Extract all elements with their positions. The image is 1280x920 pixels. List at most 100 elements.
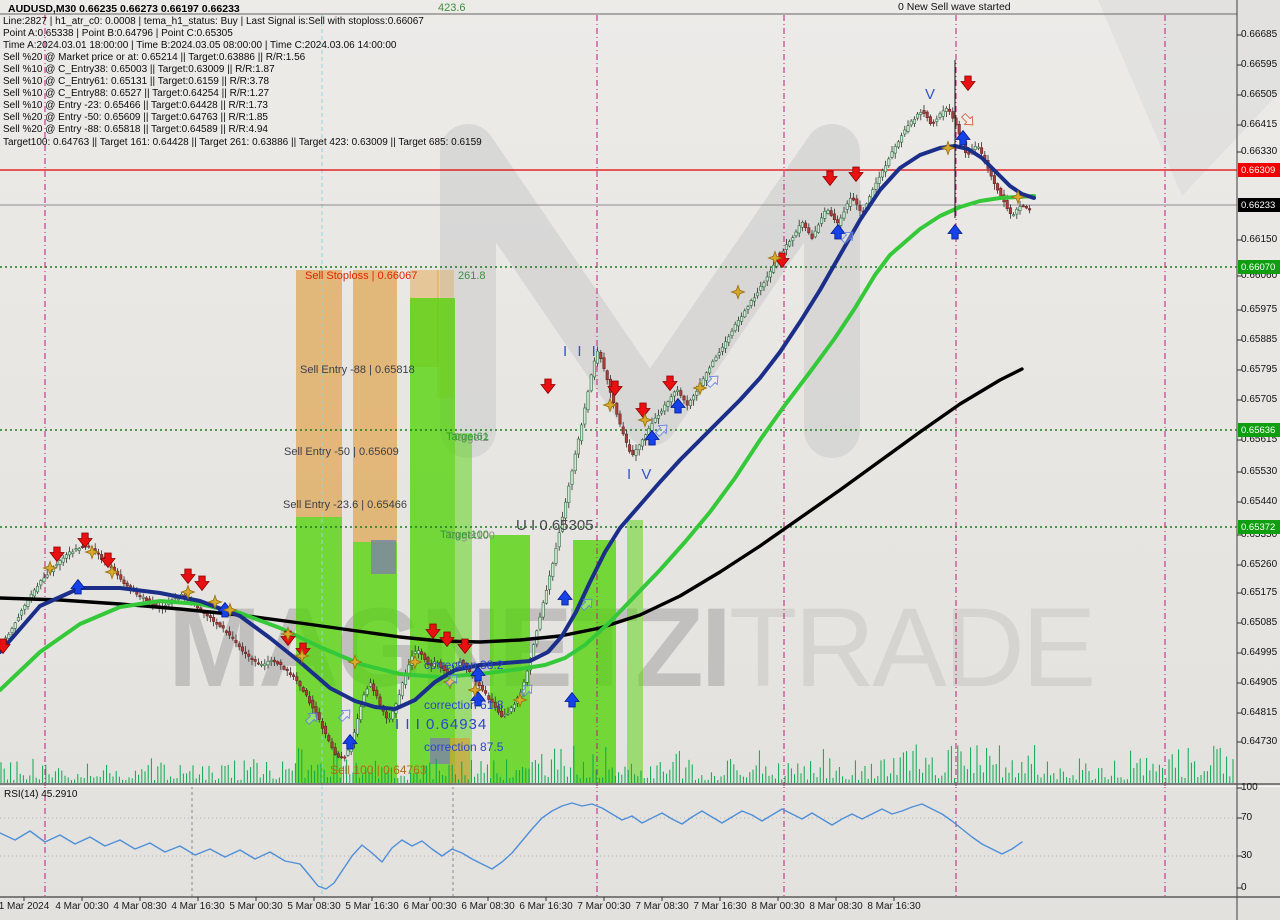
candle-body	[906, 125, 910, 132]
candle-body	[442, 665, 446, 671]
candle-body	[784, 244, 788, 250]
axis-price-label: 0.66330	[1241, 146, 1278, 157]
candle-body	[308, 696, 312, 704]
axis-time-label: 5 Mar 16:30	[345, 901, 399, 912]
hollow-up-arrow-icon	[520, 684, 533, 697]
axis-price-label: 0.65530	[1241, 466, 1278, 477]
price-axis[interactable]: 0.66685 0.66595 0.66505 0.66415 0.66330 0.661…	[1238, 0, 1280, 920]
sell-signal-arrow-icon	[49, 546, 65, 563]
candle-body	[634, 449, 638, 456]
candle-body	[884, 165, 888, 173]
candle-body	[810, 233, 814, 239]
watermark-light-text: TRADE	[728, 585, 1097, 710]
candle-body	[944, 107, 948, 112]
star-marker-icon	[730, 284, 746, 300]
candle-body	[144, 597, 148, 602]
candle-body	[688, 399, 692, 406]
candle-body	[436, 662, 440, 665]
candle-body	[826, 210, 830, 214]
candle-body	[282, 666, 286, 670]
candle-body	[490, 698, 494, 703]
candle-body	[269, 660, 273, 662]
candle-body	[580, 424, 584, 442]
candle-body	[813, 230, 817, 238]
candle-body	[496, 705, 500, 713]
axis-price-label: 0.65085	[1241, 617, 1278, 628]
candle-body	[717, 352, 721, 356]
candle-body	[122, 579, 126, 584]
axis-time-label: 7 Mar 08:30	[635, 901, 689, 912]
sell-signal-arrow-icon	[194, 575, 210, 592]
entry-zone	[410, 298, 455, 783]
candle-body	[628, 444, 632, 452]
candle-body	[311, 699, 315, 709]
candle-body	[708, 367, 712, 374]
candle-body	[416, 650, 420, 654]
candle-body	[576, 438, 580, 455]
candle-body	[903, 129, 907, 135]
hollow-down-arrow-icon	[961, 113, 974, 126]
hollow-up-arrow-icon	[445, 674, 458, 687]
candle-body	[794, 231, 798, 237]
candle-body	[68, 551, 72, 556]
candle-body	[816, 224, 820, 233]
axis-price-label: 0.65440	[1241, 496, 1278, 507]
candle-body	[791, 237, 795, 241]
candle-body	[215, 622, 219, 625]
candle-body	[208, 615, 212, 618]
candle-body	[858, 205, 862, 211]
candle-body	[663, 404, 667, 412]
candle-body	[400, 682, 404, 697]
candle-body	[429, 663, 433, 667]
candle-body	[541, 602, 545, 618]
candle-body	[893, 146, 897, 154]
candle-body	[119, 574, 123, 580]
axis-price-label: 0.66505	[1241, 89, 1278, 100]
buy-signal-arrow-icon	[342, 733, 358, 750]
candle-body	[356, 718, 360, 735]
candle-body	[733, 324, 737, 331]
candle-body	[506, 712, 510, 715]
info-line: Time A:2024.03.01 18:00:00 | Time B:2024…	[3, 39, 397, 51]
candle-body	[602, 357, 606, 369]
candle-body	[720, 346, 724, 352]
candle-body	[304, 689, 308, 696]
candle-body	[461, 659, 465, 667]
fib-extension-label: 423.6	[438, 2, 466, 14]
candle-body	[317, 712, 321, 720]
buy-signal-arrow-icon	[644, 429, 660, 446]
candle-body	[330, 741, 334, 749]
candle-body	[564, 501, 568, 519]
candle-body	[909, 120, 913, 126]
candle-body	[285, 668, 289, 672]
candle-body	[631, 449, 635, 456]
candle-body	[650, 423, 654, 431]
candle-body	[586, 391, 590, 411]
star-marker-icon	[940, 140, 956, 156]
axis-price-label: 0.64995	[1241, 647, 1278, 658]
buy-signal-arrow-icon	[470, 665, 486, 682]
candle-body	[756, 292, 760, 297]
candle-body	[935, 118, 939, 122]
candle-body	[13, 622, 17, 629]
time-axis[interactable]: 1 Mar 2024 4 Mar 00:30 4 Mar 08:30 4 Mar 16…	[0, 898, 1280, 920]
candle-body	[212, 617, 216, 622]
star-marker-icon	[84, 544, 100, 560]
candle-body	[509, 707, 513, 712]
candle-body	[484, 690, 488, 694]
axis-time-label: 7 Mar 00:30	[577, 901, 631, 912]
candle-body	[55, 564, 59, 567]
star-marker-icon	[467, 682, 483, 698]
sell-signal-arrow-icon	[848, 166, 864, 183]
candle-body	[592, 360, 596, 378]
hollow-up-arrow-icon	[655, 424, 668, 437]
axis-time-label: 5 Mar 08:30	[287, 901, 341, 912]
star-marker-icon	[767, 250, 783, 266]
candle-body	[618, 413, 622, 425]
candle-body	[87, 545, 91, 548]
info-line: Sell %20 @ Entry -88: 0.65818 || Target:…	[3, 124, 268, 136]
candle-body	[880, 170, 884, 178]
candle-body	[432, 661, 436, 667]
